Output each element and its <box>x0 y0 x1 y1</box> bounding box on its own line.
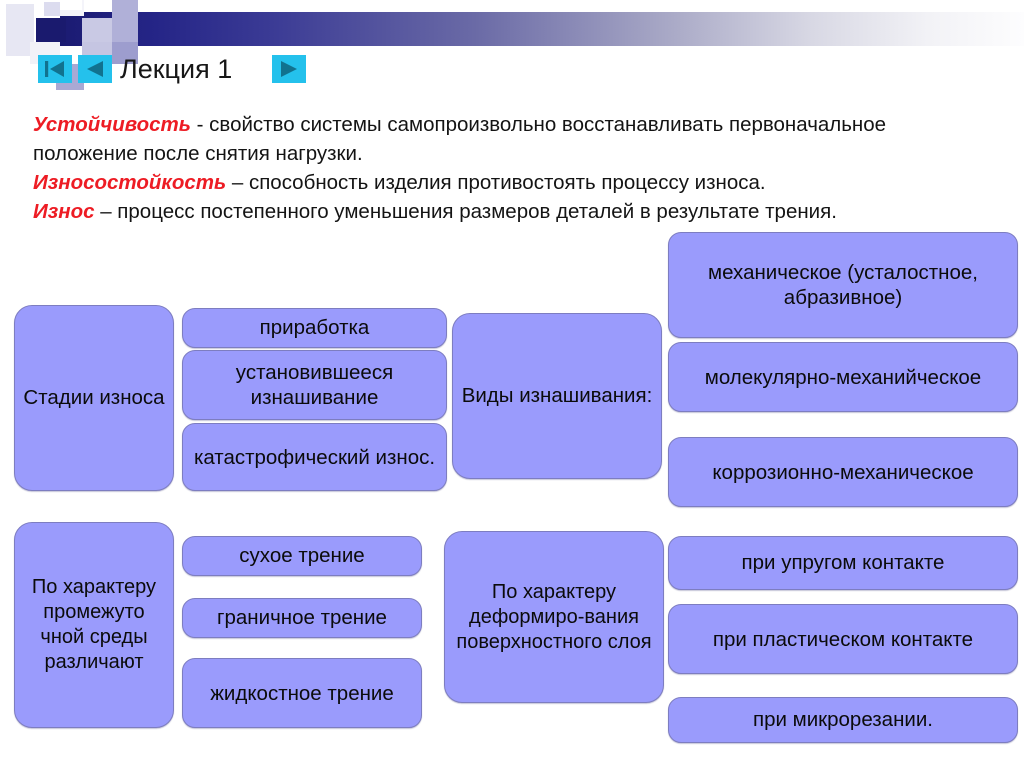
diagram-item-dry-friction[interactable]: сухое трение <box>182 536 422 576</box>
diagram-item-catastrophic-wear[interactable]: катастрофический износ. <box>182 423 447 491</box>
definition-wear-resistance-text: – способность изделия противостоять проц… <box>226 171 766 194</box>
triangle-right-icon <box>281 61 297 77</box>
diagram-item-plastic-contact[interactable]: при пластическом контакте <box>668 604 1018 674</box>
first-slide-button[interactable] <box>38 55 72 83</box>
definitions-block: Устойчивость - свойство системы самопрои… <box>33 110 993 226</box>
diagram-item-running-in[interactable]: приработка <box>182 308 447 348</box>
decorative-square-7 <box>112 0 138 42</box>
diagram-item-boundary-friction[interactable]: граничное трение <box>182 598 422 638</box>
decorative-square-5 <box>60 0 82 10</box>
decorative-square-0 <box>36 18 66 42</box>
previous-slide-button[interactable] <box>78 55 112 83</box>
definition-wear-text: – процесс постепенного уменьшения размер… <box>94 200 837 223</box>
decorative-square-1 <box>6 4 34 56</box>
triangle-left-icon <box>87 61 103 77</box>
definition-stability-text: - свойство системы самопроизвольно восст… <box>33 113 887 165</box>
header-gradient-bar <box>60 12 1024 46</box>
next-slide-button[interactable] <box>272 55 306 83</box>
diagram-item-mechanical-wear[interactable]: механическое (усталостное, абразивное) <box>668 232 1018 338</box>
diagram-item-steady-wear[interactable]: установившееся изнашивание <box>182 350 447 420</box>
diagram-item-elastic-contact[interactable]: при упругом контакте <box>668 536 1018 590</box>
decorative-square-3 <box>44 2 60 16</box>
decorative-square-6 <box>82 18 112 42</box>
diagram-heading-stages-of-wear[interactable]: Стадии износа <box>14 305 174 491</box>
slide-nav-row: Лекция 1 <box>0 54 1024 91</box>
diagram-heading-surface-deformation[interactable]: По характеру деформиро-вания поверхностн… <box>444 531 664 703</box>
diagram-item-corrosion-mechanical-wear[interactable]: коррозионно-механическое <box>668 437 1018 507</box>
diagram-item-microcutting[interactable]: при микрорезании. <box>668 697 1018 743</box>
term-wear-resistance: Износостойкость <box>33 171 227 194</box>
definition-stability: Устойчивость - свойство системы самопрои… <box>33 110 993 168</box>
diagram-item-molecular-mechanical-wear[interactable]: молекулярно-механийческое <box>668 342 1018 412</box>
page-title: Лекция 1 <box>120 54 233 84</box>
skip-back-icon <box>45 61 64 77</box>
term-wear: Износ <box>33 200 95 223</box>
diagram-heading-wear-types[interactable]: Виды изнашивания: <box>452 313 662 479</box>
definition-wear: Износ – процесс постепенного уменьшения … <box>33 197 993 226</box>
diagram-heading-intermediate-medium[interactable]: По характеру промежуто чной среды различ… <box>14 522 174 728</box>
definition-wear-resistance: Износостойкость – способность изделия пр… <box>33 168 993 197</box>
diagram-item-liquid-friction[interactable]: жидкостное трение <box>182 658 422 728</box>
term-stability: Устойчивость <box>33 113 191 136</box>
decorative-square-9 <box>112 42 138 64</box>
